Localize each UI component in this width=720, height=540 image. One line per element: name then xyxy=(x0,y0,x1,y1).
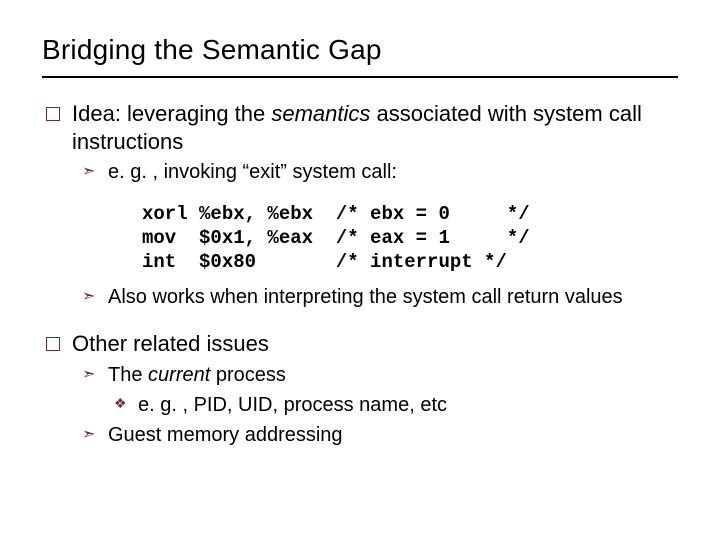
bullet-other-issues: Other related issues xyxy=(42,330,678,358)
current-prefix: The xyxy=(108,364,148,386)
idea-semantics: semantics xyxy=(271,101,370,126)
bullet-guest-memory: Guest memory addressing xyxy=(42,422,678,448)
bullet-current-eg: e. g. , PID, UID, process name, etc xyxy=(42,392,678,418)
code-line-1: xorl %ebx, %ebx /* ebx = 0 */ xyxy=(142,203,530,225)
bullet-example-label: e. g. , invoking “exit” system call: xyxy=(42,159,678,185)
code-line-2: mov $0x1, %eax /* eax = 1 */ xyxy=(142,227,530,249)
bullet-idea: Idea: leveraging the semantics associate… xyxy=(42,100,678,155)
code-line-3: int $0x80 /* interrupt */ xyxy=(142,251,507,273)
slide: Bridging the Semantic Gap Idea: leveragi… xyxy=(0,0,720,540)
bullet-current: The current process xyxy=(42,362,678,388)
idea-prefix: Idea: leveraging the xyxy=(72,101,271,126)
code-block: xorl %ebx, %ebx /* ebx = 0 */ mov $0x1, … xyxy=(42,203,678,274)
slide-title: Bridging the Semantic Gap xyxy=(42,34,678,78)
bullet-also-works: Also works when interpreting the system … xyxy=(42,284,678,310)
current-suffix: process xyxy=(210,364,286,386)
spacer xyxy=(42,314,678,330)
current-italic: current xyxy=(148,364,210,386)
spacer xyxy=(42,189,678,195)
